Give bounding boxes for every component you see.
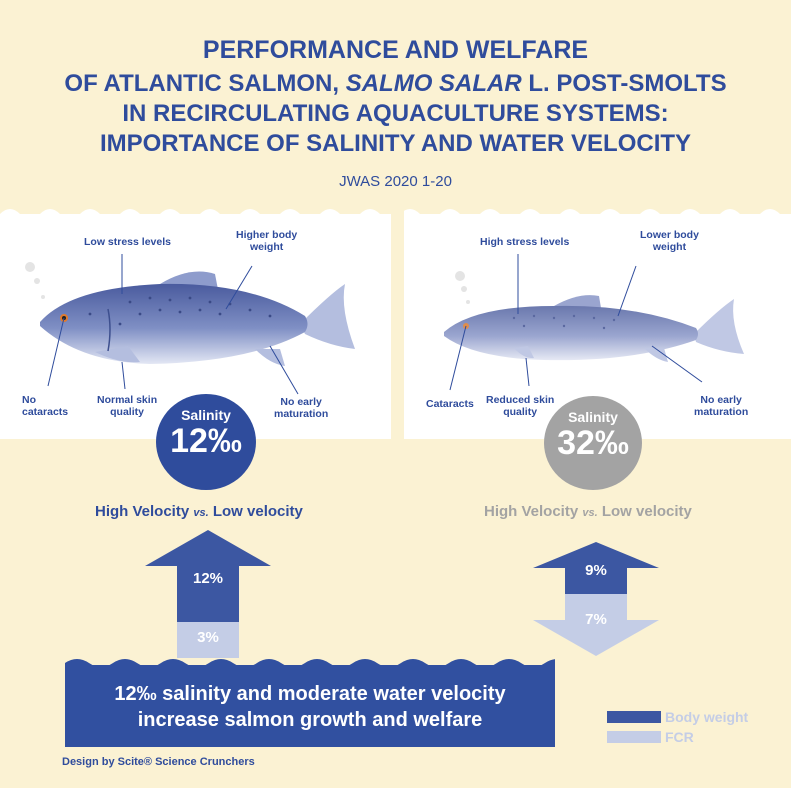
- title-line-4: IMPORTANCE OF SALINITY AND WATER VELOCIT…: [99, 130, 692, 157]
- label-lower-body-weight-1: Lower body: [640, 229, 699, 241]
- right-arrow-body-weight: 9%: [585, 562, 607, 579]
- vs-low-right: Low velocity: [601, 503, 692, 520]
- left-arrow-up: [145, 530, 271, 658]
- label-maturation-right-1: No early: [700, 394, 742, 406]
- label-no-early-maturation-left: No early maturation: [274, 396, 328, 420]
- label-no-cataracts: No cataracts: [22, 394, 68, 418]
- vs-high-left: High Velocity: [95, 503, 190, 520]
- left-arrow-body-weight: 12%: [192, 570, 224, 587]
- conclusion-box: 12‰ salinity and moderate water velocity…: [65, 665, 555, 747]
- wave-top-divider: [0, 204, 791, 220]
- vs-high-right: High Velocity: [484, 503, 579, 520]
- label-reduced-skin: Reduced skin quality: [486, 394, 554, 418]
- salinity-badge-12: Salinity 12‰: [156, 394, 256, 490]
- label-no-cataracts-2: cataracts: [22, 406, 69, 418]
- title-line-2-post: L. POST-SMOLTS: [521, 70, 727, 97]
- label-maturation-left-2: maturation: [274, 408, 329, 420]
- right-arrow-fcr: 7%: [585, 611, 607, 628]
- label-normal-skin-1: Normal skin: [97, 394, 158, 406]
- label-higher-body-weight-2: weight: [250, 241, 284, 253]
- label-no-early-maturation-right: No early maturation: [694, 394, 748, 418]
- legend-swatch-body-weight: [607, 711, 661, 723]
- title-species-name: SALMO SALAR: [345, 70, 522, 97]
- label-no-cataracts-1: No: [22, 394, 36, 406]
- label-reduced-skin-1: Reduced skin: [486, 394, 555, 406]
- conclusion-line-1: 12‰ salinity and moderate water velocity: [114, 683, 506, 705]
- legend-label-fcr: FCR: [665, 729, 694, 745]
- label-lower-body-weight-2: weight: [652, 241, 687, 253]
- vs-low-left: Low velocity: [212, 503, 303, 520]
- label-higher-body-weight: Higher body weight: [236, 229, 297, 253]
- label-maturation-right-2: maturation: [694, 406, 749, 418]
- title-line-2: OF ATLANTIC SALMON, SALMO SALAR L. POST-…: [0, 70, 791, 98]
- salinity-badge-12-label: Salinity: [181, 407, 231, 423]
- journal-reference: JWAS 2020 1-20: [339, 173, 452, 190]
- title-line-2-pre: OF ATLANTIC SALMON,: [64, 70, 346, 97]
- velocity-comparison-right: High Velocity vs. Low velocity: [484, 503, 692, 520]
- stressed-salmon-illustration: [444, 254, 744, 391]
- label-high-stress: High stress levels: [480, 236, 570, 248]
- vs-word-left: vs.: [193, 507, 209, 519]
- title-line-3: IN RECIRCULATING AQUACULTURE SYSTEMS:: [122, 100, 669, 127]
- label-lower-body-weight: Lower body weight: [640, 229, 699, 253]
- salinity-badge-32-label: Salinity: [568, 409, 618, 425]
- salinity-badge-32: Salinity 32‰: [544, 396, 642, 490]
- healthy-salmon-illustration: [25, 254, 355, 395]
- label-cataracts: Cataracts: [426, 398, 474, 410]
- label-low-stress: Low stress levels: [84, 236, 171, 248]
- label-reduced-skin-2: quality: [503, 406, 538, 418]
- label-higher-body-weight-1: Higher body: [236, 229, 298, 241]
- label-normal-skin-2: quality: [110, 406, 144, 418]
- salinity-badge-32-value: 32‰: [557, 424, 629, 462]
- left-arrow-fcr: 3%: [197, 629, 219, 646]
- label-normal-skin: Normal skin quality: [97, 394, 157, 418]
- design-credit: Design by Scite® Science Crunchers: [62, 756, 255, 768]
- vs-word-right: vs.: [582, 507, 598, 519]
- right-arrow-down: [533, 542, 659, 656]
- velocity-comparison-left: High Velocity vs. Low velocity: [95, 503, 303, 520]
- title-line-1: PERFORMANCE AND WELFARE: [202, 36, 589, 64]
- legend-swatch-fcr: [607, 731, 661, 743]
- label-maturation-left-1: No early: [280, 396, 322, 408]
- salinity-badge-12-value: 12‰: [170, 422, 242, 460]
- conclusion-line-2: increase salmon growth and welfare: [137, 709, 483, 731]
- legend-label-body-weight: Body weight: [665, 709, 749, 725]
